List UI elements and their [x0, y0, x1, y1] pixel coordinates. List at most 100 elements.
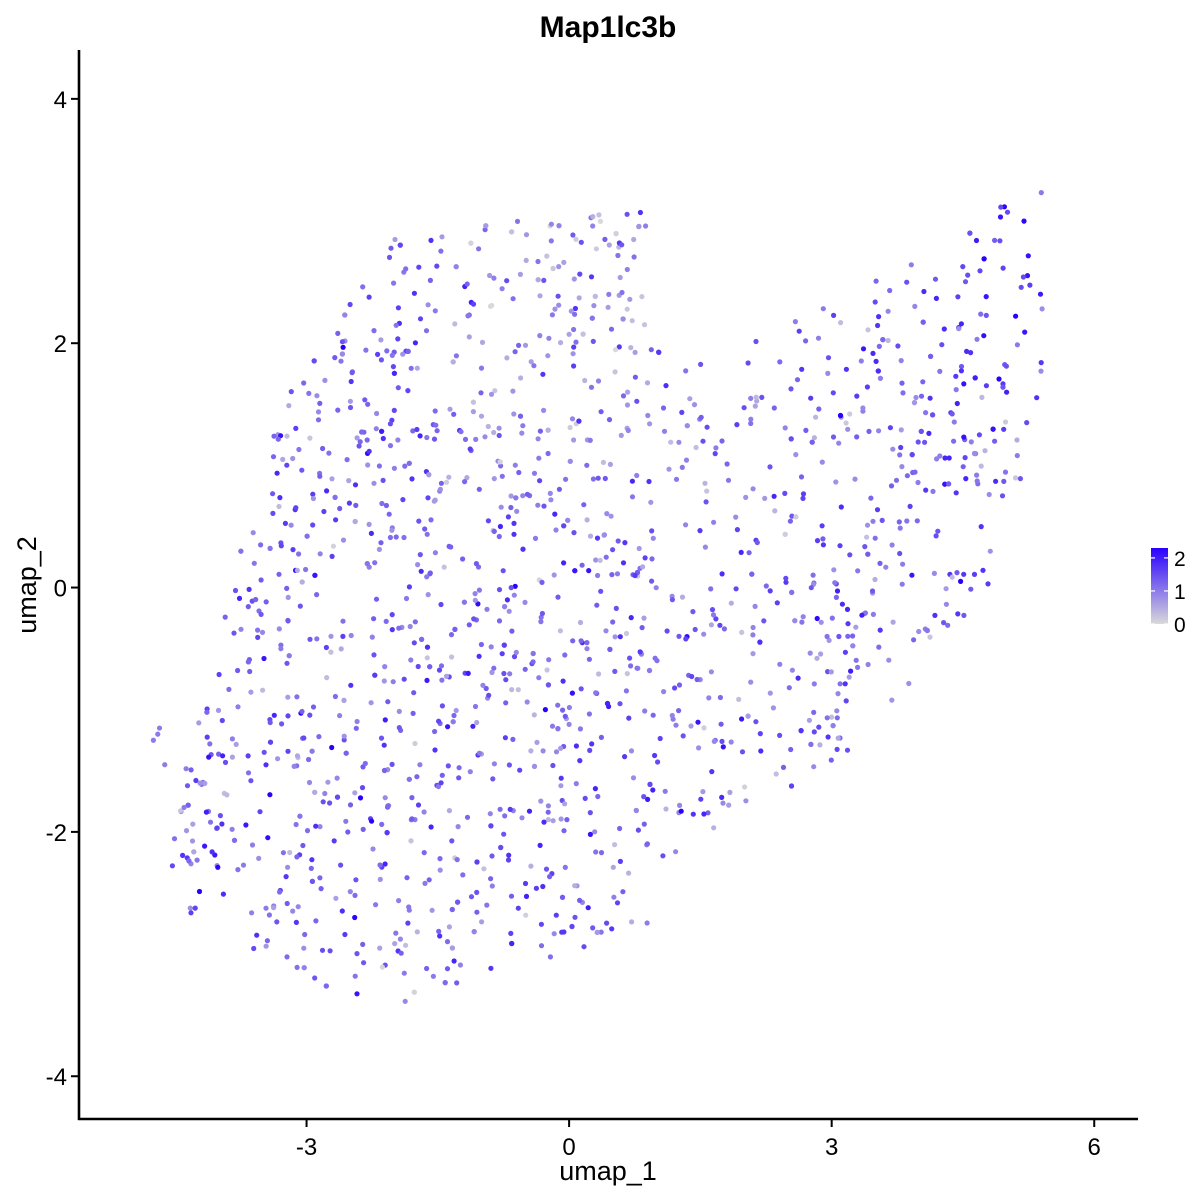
cell-point [315, 409, 322, 415]
cell-point [412, 740, 418, 747]
cell-point [873, 278, 879, 284]
cell-point [431, 436, 438, 442]
cell-point [956, 326, 962, 332]
cell-point [352, 914, 358, 921]
cell-point [219, 717, 225, 724]
cell-point [215, 864, 221, 870]
cell-point [323, 644, 329, 651]
cell-point [687, 396, 693, 402]
cell-point [274, 470, 280, 476]
cell-point [539, 579, 545, 586]
cell-point [492, 388, 498, 394]
cell-point [644, 841, 651, 847]
cell-point [392, 236, 398, 243]
cell-point [800, 495, 806, 501]
cell-point [700, 438, 706, 444]
cell-point [825, 355, 832, 361]
cell-point [773, 771, 779, 777]
cell-point [650, 712, 656, 718]
cell-point [897, 525, 903, 531]
cell-point [438, 601, 444, 608]
cell-point [436, 718, 442, 724]
cell-point [976, 432, 983, 438]
cell-point [584, 646, 590, 652]
cell-point [449, 906, 455, 913]
cell-point [312, 975, 318, 981]
cell-point [299, 708, 305, 715]
cell-point [342, 312, 348, 318]
cell-point [926, 430, 932, 436]
cell-point [927, 395, 933, 401]
cell-point [344, 457, 350, 463]
cell-point [294, 964, 300, 971]
cell-point [719, 738, 725, 745]
cell-point [698, 796, 704, 802]
cell-point [487, 811, 493, 817]
cell-point [187, 905, 193, 911]
cell-point [231, 837, 238, 843]
cell-point [390, 679, 396, 685]
cell-point [974, 478, 980, 484]
cell-point [363, 347, 369, 353]
cell-point [405, 920, 411, 926]
cell-point [460, 872, 466, 878]
cell-point [406, 776, 412, 782]
cell-point [676, 682, 683, 688]
cell-point [155, 731, 161, 737]
cell-point [576, 418, 582, 424]
cell-point [579, 562, 585, 568]
cell-point [285, 748, 291, 754]
cell-point [285, 694, 291, 700]
cell-point [825, 370, 831, 376]
cell-point [427, 664, 433, 670]
cell-point [414, 365, 420, 371]
cell-point [960, 464, 966, 470]
cell-point [864, 384, 871, 390]
cell-point [530, 650, 536, 657]
cell-point [577, 758, 583, 764]
cell-point [464, 814, 471, 820]
cell-point [617, 274, 623, 281]
cell-point [652, 752, 658, 759]
cell-point [150, 737, 156, 743]
cell-point [584, 517, 590, 523]
cell-point [717, 694, 724, 701]
cell-point [953, 373, 959, 379]
cell-point [845, 621, 851, 627]
cell-point [329, 744, 335, 751]
cell-point [445, 724, 451, 730]
cell-point [552, 306, 558, 312]
cell-point [235, 867, 241, 873]
cell-point [353, 725, 359, 731]
cell-point [347, 404, 354, 411]
cell-point [547, 490, 553, 496]
cell-point [606, 291, 612, 297]
cell-point [487, 303, 493, 309]
cell-point [706, 695, 712, 701]
cell-point [301, 945, 307, 951]
cell-point [443, 673, 450, 679]
cell-point [844, 747, 851, 753]
cell-point [462, 436, 469, 442]
cell-point [323, 983, 329, 989]
cell-point [472, 703, 479, 710]
cell-point [317, 400, 323, 406]
cell-point [556, 223, 562, 229]
cell-point [582, 377, 588, 384]
cell-point [341, 733, 347, 739]
cell-point [611, 894, 617, 900]
cell-point [470, 301, 477, 307]
cell-point [979, 394, 985, 400]
cell-point [474, 909, 480, 915]
cell-point [267, 739, 274, 745]
cell-point [777, 661, 783, 667]
cell-point [471, 929, 477, 935]
cell-point [319, 947, 326, 953]
cell-point [264, 938, 270, 944]
cell-point [512, 349, 518, 355]
cell-point [347, 802, 354, 808]
cell-point [717, 622, 723, 628]
cell-point [961, 434, 967, 440]
cell-point [519, 430, 525, 436]
cell-point [914, 518, 920, 524]
